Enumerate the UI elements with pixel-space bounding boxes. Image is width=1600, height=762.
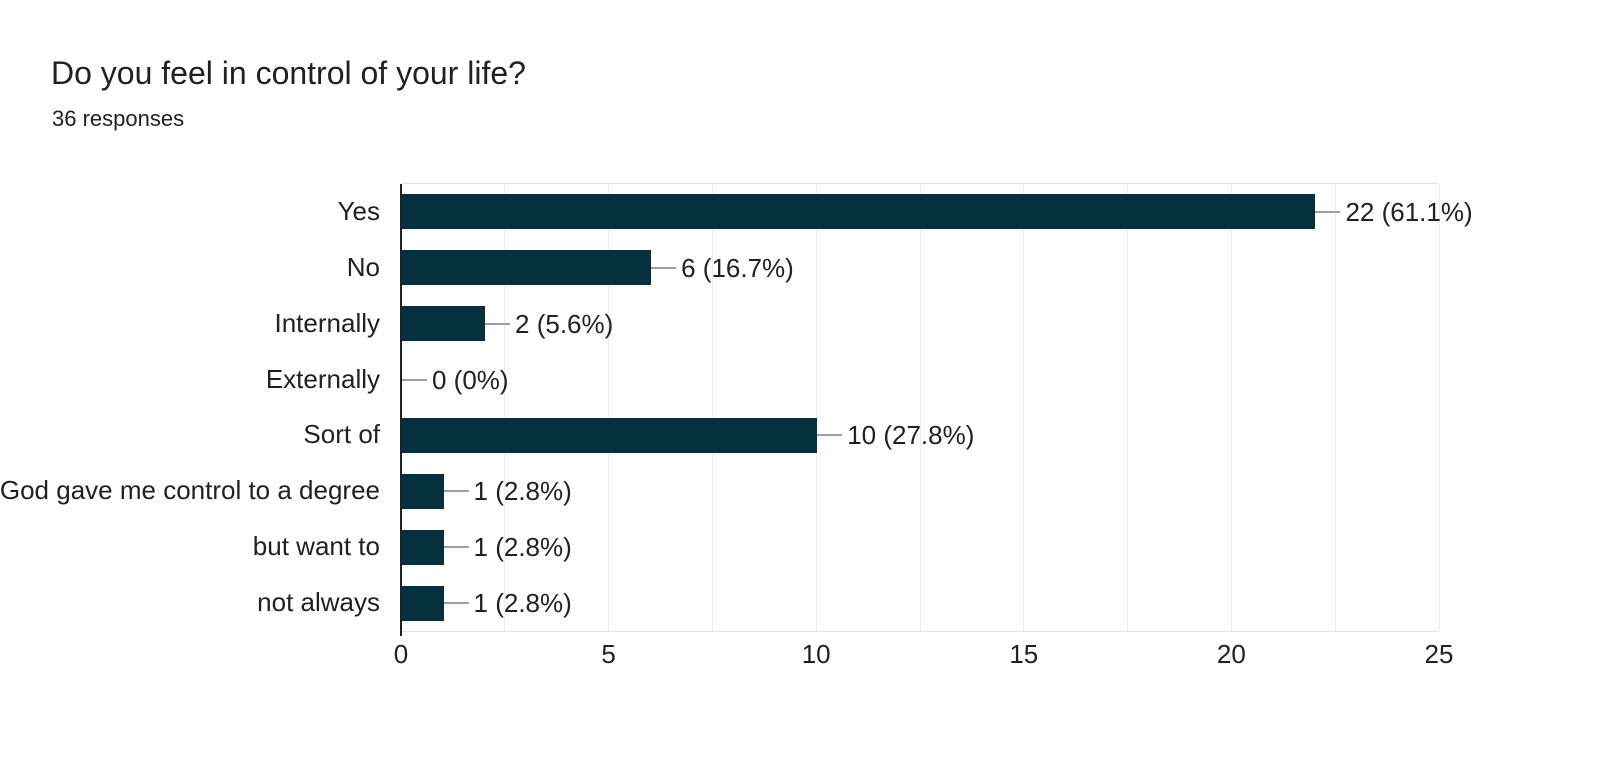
gridline: [608, 184, 610, 631]
x-tick-label: 20: [1216, 639, 1246, 669]
leader-line: [443, 546, 469, 549]
y-axis-line: [400, 184, 402, 636]
response-count: 36 responses: [52, 106, 185, 131]
leader-line: [443, 490, 469, 493]
gridline: [504, 184, 506, 631]
category-label: No: [346, 251, 380, 282]
category-label: Sort of: [303, 419, 380, 450]
leader-line: [402, 378, 427, 381]
x-tick-label: 10: [801, 639, 831, 669]
bar: [402, 585, 444, 621]
value-label: 0 (0%): [432, 364, 509, 395]
bar: [402, 194, 1316, 230]
bar: [402, 250, 652, 286]
value-label: 6 (16.7%): [681, 252, 794, 283]
leader-line: [817, 434, 843, 437]
gridline: [1334, 184, 1336, 631]
question-title: Do you feel in control of your life?: [51, 55, 526, 91]
leader-line: [443, 602, 469, 605]
bar: [402, 306, 486, 342]
value-label: 2 (5.6%): [515, 308, 614, 339]
category-label: but want to: [252, 531, 380, 562]
gridline: [1438, 184, 1440, 631]
x-tick-label: 25: [1424, 639, 1454, 669]
plot-area: 22 (61.1%) 6 (16.7%) 2 (5.6%) 0 (0%) 10 (27.…: [400, 183, 1473, 636]
bar: [402, 417, 818, 453]
bar: [402, 529, 444, 565]
value-label: 22 (61.1%): [1345, 196, 1473, 227]
category-label: Yes: [337, 195, 380, 226]
gridline: [1023, 184, 1025, 631]
gridline: [815, 184, 817, 631]
leader-line: [651, 266, 677, 269]
category-label: God gave me control to a degree: [0, 475, 380, 506]
gridline: [711, 184, 713, 631]
x-tick-label: 5: [601, 639, 616, 669]
leader-line: [485, 322, 511, 325]
gridline: [1127, 184, 1129, 631]
gridline: [1230, 184, 1232, 631]
category-label: Internally: [274, 307, 381, 338]
category-label: not always: [257, 587, 380, 618]
value-label: 10 (27.8%): [847, 420, 975, 451]
bar: [402, 473, 444, 509]
category-label: Externally: [265, 363, 380, 394]
gridline: [919, 184, 921, 631]
x-tick-label: 15: [1009, 639, 1039, 669]
x-tick-label: 0: [393, 639, 409, 669]
value-label: 1 (2.8%): [473, 588, 572, 619]
leader-line: [1315, 210, 1341, 213]
value-label: 1 (2.8%): [473, 476, 572, 507]
value-label: 1 (2.8%): [473, 532, 572, 563]
